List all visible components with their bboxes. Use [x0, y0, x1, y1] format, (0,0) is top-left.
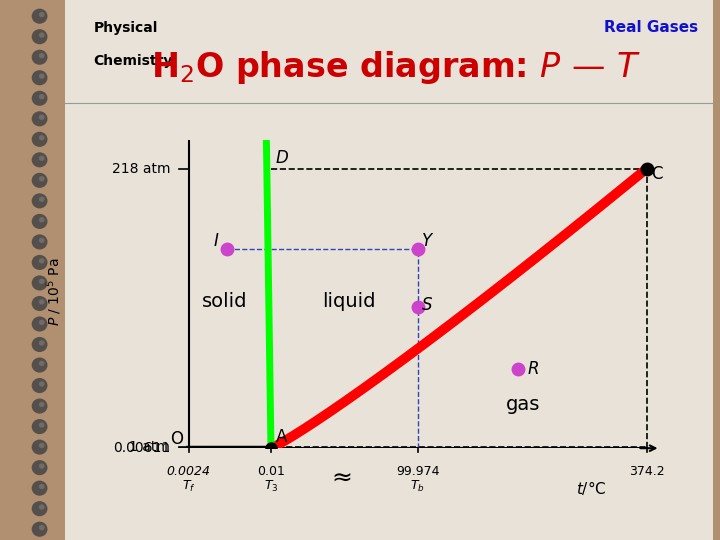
Text: A: A	[276, 428, 287, 446]
Text: S: S	[422, 296, 433, 314]
Text: Physical: Physical	[94, 22, 158, 36]
Text: solid: solid	[202, 292, 248, 311]
Text: 1 atm: 1 atm	[130, 440, 170, 454]
Text: 0.0024: 0.0024	[166, 465, 210, 478]
Text: Real Gases: Real Gases	[604, 21, 698, 36]
Text: $\approx$: $\approx$	[327, 465, 352, 489]
Text: $t$/°C: $t$/°C	[577, 479, 607, 497]
Text: I: I	[214, 232, 219, 249]
Text: 374.2: 374.2	[629, 465, 665, 478]
Text: O: O	[170, 430, 183, 448]
Text: $T_f$: $T_f$	[181, 479, 195, 494]
Text: $T_3$: $T_3$	[264, 479, 278, 494]
Text: Chemistry: Chemistry	[94, 54, 173, 68]
Text: R: R	[528, 360, 539, 378]
Text: 0.01: 0.01	[257, 465, 285, 478]
Text: 99.974: 99.974	[396, 465, 439, 478]
Text: 0.00611: 0.00611	[113, 441, 170, 455]
Text: C: C	[652, 165, 663, 183]
Text: $T_b$: $T_b$	[410, 479, 425, 494]
Text: 218 atm: 218 atm	[112, 161, 170, 176]
Text: $P$ / 10$^5$ Pa: $P$ / 10$^5$ Pa	[44, 258, 64, 326]
Text: Y: Y	[422, 232, 432, 249]
Text: H$_2$O phase diagram: $P$ — $T$: H$_2$O phase diagram: $P$ — $T$	[151, 49, 641, 86]
Text: D: D	[276, 150, 288, 167]
Text: gas: gas	[505, 395, 540, 414]
Text: liquid: liquid	[322, 292, 376, 311]
